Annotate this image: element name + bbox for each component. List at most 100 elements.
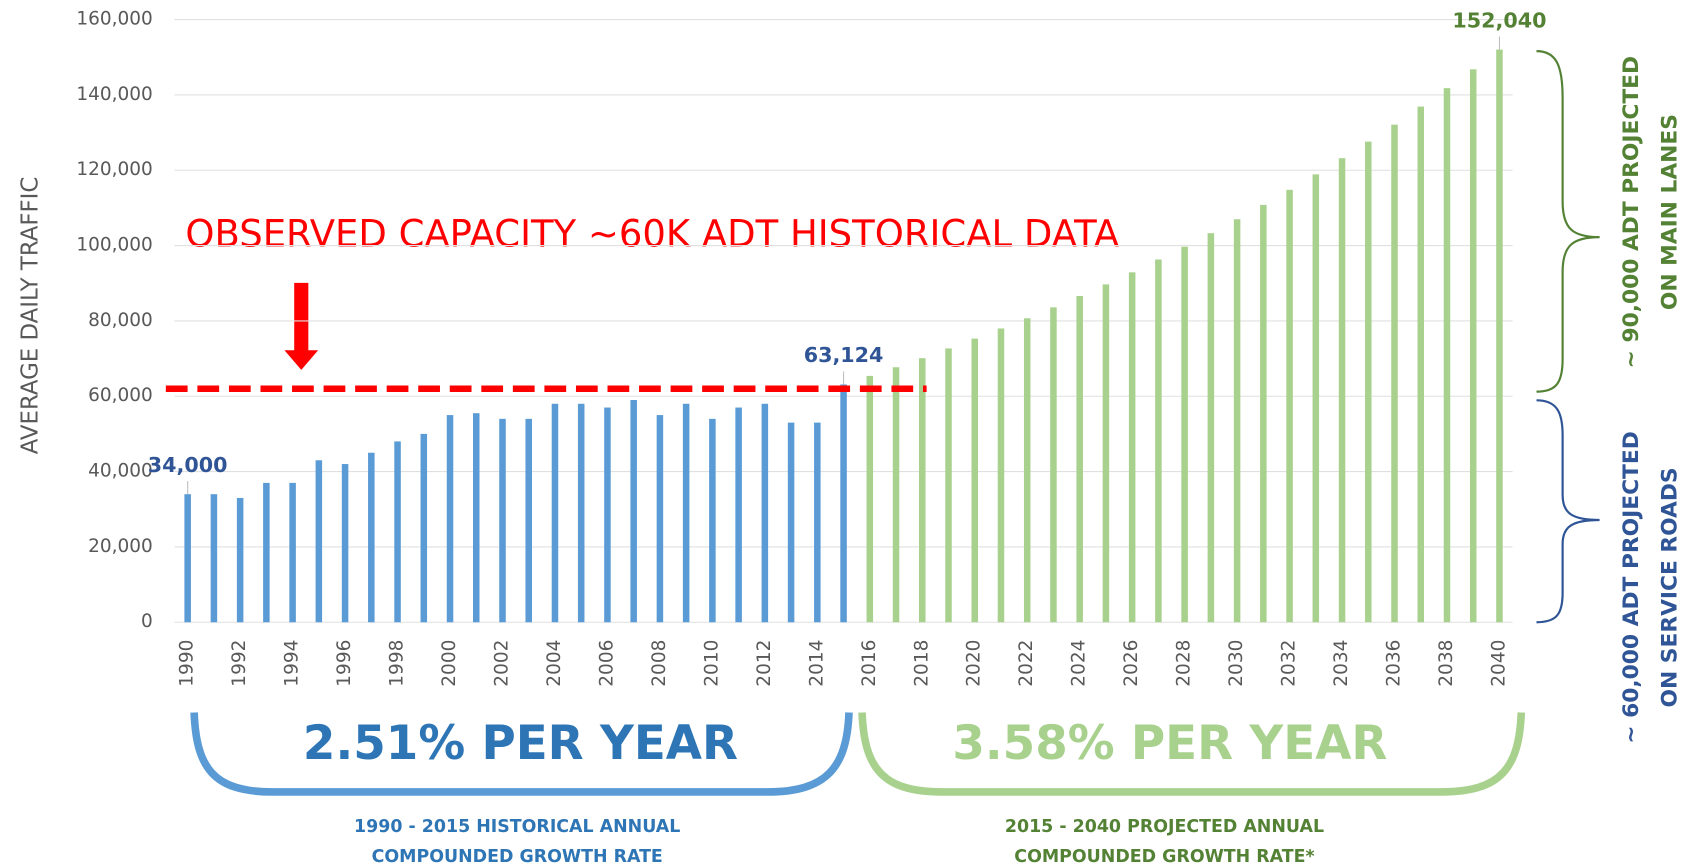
- x-tick-label: 1992: [229, 640, 250, 687]
- bar: [341, 464, 349, 623]
- y-tick-label: 140,000: [76, 84, 152, 105]
- x-tick-label: 1994: [282, 640, 303, 687]
- brace: [190, 712, 853, 796]
- bar: [525, 418, 532, 623]
- x-tick-label: 2020: [964, 640, 985, 687]
- x-tick-label: 2000: [439, 640, 460, 687]
- bar: [892, 367, 900, 623]
- value-label: 152,040: [1452, 8, 1546, 32]
- bar: [997, 328, 1005, 623]
- x-tick-label: 2032: [1279, 640, 1300, 687]
- bar: [787, 422, 795, 623]
- bar: [840, 384, 847, 623]
- y-tick-label: 120,000: [76, 159, 152, 180]
- bar: [1181, 246, 1188, 623]
- rate-caption: 1990 - 2015 HISTORICAL ANNUAL: [354, 817, 680, 837]
- bar: [761, 403, 769, 623]
- x-tick-label: 2006: [596, 640, 617, 687]
- bar: [1496, 49, 1503, 623]
- x-tick-label: 2028: [1174, 640, 1195, 687]
- x-tick-label: 2012: [754, 640, 775, 687]
- rate-label: 2.51% PER YEAR: [303, 717, 738, 771]
- brace: [1536, 50, 1600, 393]
- bar: [919, 358, 926, 623]
- x-tick-label: 2010: [701, 640, 722, 687]
- x-tick-label: 2004: [544, 640, 565, 687]
- bar: [971, 338, 979, 623]
- bar: [1469, 69, 1477, 623]
- bar: [1391, 124, 1398, 623]
- bar: [1260, 204, 1267, 623]
- x-tick-label: 2022: [1016, 640, 1037, 687]
- x-tick-label: 2036: [1384, 640, 1405, 687]
- bar: [1443, 88, 1451, 623]
- arrow: [284, 282, 319, 370]
- bar: [394, 441, 401, 623]
- x-tick-label: 2014: [806, 640, 827, 687]
- bar: [263, 482, 270, 623]
- x-tick-label: 2026: [1121, 640, 1142, 687]
- y-tick-label: 20,000: [88, 536, 153, 557]
- y-tick-label: 0: [141, 611, 153, 632]
- side-label: ~ 90,000 ADT PROJECTED: [1619, 56, 1644, 368]
- bar: [210, 494, 218, 623]
- bar: [1076, 296, 1083, 623]
- bar: [1312, 174, 1320, 623]
- y-tick-label: 160,000: [76, 9, 152, 30]
- bar: [656, 415, 664, 623]
- bar: [446, 415, 454, 623]
- bar: [289, 482, 296, 623]
- x-tick-label: 2040: [1488, 640, 1509, 687]
- bar: [368, 452, 375, 623]
- bar: [945, 348, 952, 623]
- rate-label: 3.58% PER YEAR: [952, 717, 1387, 771]
- x-tick-label: 2018: [911, 640, 932, 687]
- bar: [551, 403, 559, 623]
- bar: [682, 403, 690, 623]
- bar: [866, 375, 874, 623]
- rate-caption: COMPOUNDED GROWTH RATE: [372, 847, 663, 867]
- bar: [1207, 233, 1215, 623]
- side-label: ON SERVICE ROADS: [1657, 467, 1682, 707]
- x-tick-label: 1996: [334, 640, 355, 687]
- bar: [315, 460, 323, 623]
- bar: [1102, 284, 1110, 623]
- bar: [814, 422, 821, 623]
- bar: [604, 407, 611, 623]
- bar: [1128, 272, 1136, 623]
- brace: [858, 712, 1526, 796]
- y-tick-label: 60,000: [88, 385, 153, 406]
- x-tick-label: 1998: [387, 640, 408, 687]
- x-tick-label: 2038: [1436, 640, 1457, 687]
- capacity-annotation: OBSERVED CAPACITY ~60K ADT HISTORICAL DA…: [185, 213, 1119, 256]
- bar: [1233, 219, 1241, 623]
- bar: [1023, 318, 1031, 623]
- x-tick-label: 2008: [649, 640, 670, 687]
- bar: [236, 497, 244, 623]
- bar: [735, 407, 742, 623]
- bar: [499, 418, 506, 623]
- x-tick-label: 2030: [1226, 640, 1247, 687]
- bar: [709, 418, 716, 623]
- y-tick-label: 100,000: [76, 235, 152, 256]
- x-tick-label: 2002: [491, 640, 512, 687]
- rate-caption: 2015 - 2040 PROJECTED ANNUAL: [1005, 817, 1324, 837]
- y-axis-label: AVERAGE DAILY TRAFFIC: [17, 177, 43, 455]
- bar: [1417, 106, 1425, 623]
- rate-caption: COMPOUNDED GROWTH RATE*: [1014, 847, 1314, 867]
- bar: [577, 403, 585, 623]
- y-tick-label: 80,000: [88, 310, 153, 331]
- bar: [1286, 189, 1293, 623]
- x-tick-label: 2024: [1069, 640, 1090, 687]
- value-label: 34,000: [148, 453, 228, 477]
- bar: [184, 494, 191, 623]
- bar: [1338, 158, 1346, 623]
- bar: [630, 400, 637, 623]
- side-label: ON MAIN LANES: [1657, 114, 1682, 310]
- brace: [1536, 399, 1600, 624]
- bar: [1155, 259, 1162, 623]
- bar: [420, 433, 428, 623]
- x-tick-label: 2016: [859, 640, 880, 687]
- bar: [472, 413, 480, 623]
